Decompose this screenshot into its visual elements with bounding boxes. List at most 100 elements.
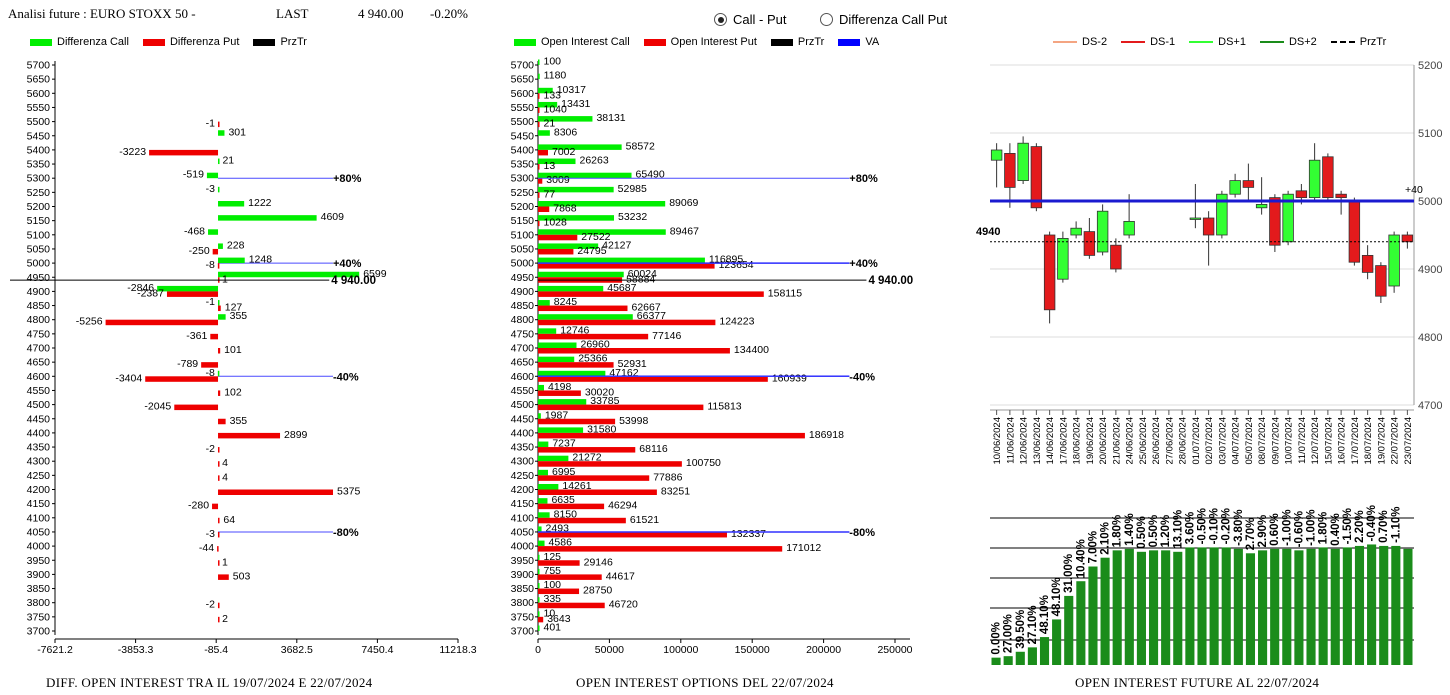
legend-right: DS-2 DS-1 DS+1 DS+2 PrzTr: [1053, 36, 1386, 48]
data-label: 4586: [549, 537, 573, 549]
x-tick-label: 25/06/2024: [1138, 417, 1149, 465]
future-bar: [1148, 550, 1159, 665]
candle-body: [1057, 237, 1069, 280]
reference-label: -80%: [849, 527, 875, 539]
bar-call: [538, 257, 705, 264]
bar-call: [218, 243, 223, 249]
bar-put: [538, 121, 540, 128]
y-tick-label: 3900: [511, 569, 535, 581]
x-tick-label: 21/06/2024: [1111, 417, 1122, 465]
bar-call: [538, 314, 633, 320]
future-bar: [1330, 548, 1340, 665]
data-label: -8: [206, 259, 215, 271]
app-title: Analisi future : EURO STOXX 50 -: [8, 6, 196, 21]
data-label: 89069: [669, 197, 698, 209]
bar-call: [538, 554, 540, 561]
radio-diff-call-put[interactable]: Differenza Call Put: [820, 12, 947, 27]
reference-label: +40%: [333, 258, 362, 270]
bar-put: [538, 234, 578, 241]
future-bar: [1209, 547, 1219, 665]
data-label: 355: [230, 415, 248, 427]
bar-call: [538, 130, 550, 136]
data-label: -3: [206, 183, 215, 195]
data-label: 52985: [618, 183, 647, 195]
bar-call: [218, 201, 245, 207]
bar-put: [538, 93, 540, 99]
radio-call-put[interactable]: Call - Put: [714, 12, 786, 27]
future-bar: [1367, 544, 1377, 665]
bar-put: [145, 376, 219, 382]
data-label: 46720: [609, 599, 638, 611]
data-label: 127: [225, 302, 243, 314]
bar-put: [538, 206, 550, 212]
x-tick-label: -3853.3: [118, 644, 154, 656]
bar-put: [538, 404, 704, 411]
data-label: 33785: [590, 395, 619, 407]
x-tick-label: 22/07/2024: [1390, 417, 1401, 465]
y-tick-label: 4200: [511, 484, 535, 496]
y-tick-label: 4650: [27, 357, 51, 369]
candle-body: [1269, 197, 1281, 246]
x-tick-label: 150000: [735, 644, 770, 656]
data-label: 7002: [552, 146, 576, 158]
bar-call: [538, 427, 584, 433]
bar-put: [218, 475, 220, 481]
chart-open-interest-future: 0.00% 27.00% 39.50% 27.10% 48.10% 48.10%31.00…: [990, 505, 1414, 665]
y-tick-label: 4600: [27, 371, 51, 383]
bar-put: [218, 461, 220, 467]
bar-call: [538, 87, 553, 94]
y-tick-label: 4000: [511, 541, 535, 553]
y-tick-label: 4900: [27, 286, 51, 298]
reference-label: -40%: [849, 371, 875, 383]
bar-call: [538, 399, 587, 405]
data-label: 53998: [619, 415, 648, 427]
data-label: -3223: [119, 146, 146, 158]
chart-diff-open-interest: 5700 5650 5600 5550 5500 5450 5400 5350 5300 5250…: [10, 60, 477, 656]
x-tick-label: 13/06/2024: [1032, 417, 1043, 465]
bar-put: [538, 546, 783, 552]
bar-put: [538, 291, 764, 297]
y-tick-label: 4700: [511, 343, 535, 355]
radio-unselected-icon[interactable]: [820, 13, 833, 26]
candle-body: [1322, 156, 1334, 199]
y-tick-label: 4050: [27, 526, 51, 538]
future-bar: [1124, 548, 1134, 665]
bar-call: [208, 229, 219, 235]
radio-selected-icon[interactable]: [714, 13, 727, 26]
candle-body: [1308, 159, 1321, 198]
y-tick-label: 5100: [27, 229, 51, 241]
data-label: 26263: [580, 155, 609, 167]
data-label: -789: [177, 358, 198, 370]
data-label: 132337: [731, 528, 766, 540]
data-label: 123654: [719, 259, 754, 271]
bar-call: [538, 484, 559, 490]
future-bar: [1161, 550, 1171, 665]
candle-body: [1216, 193, 1228, 236]
future-bar: [1258, 550, 1268, 665]
y-tick-label: 4850: [27, 300, 51, 312]
data-label: -2045: [144, 401, 171, 413]
bar-call: [217, 186, 220, 193]
data-label: 89467: [670, 225, 699, 237]
bar-put: [201, 362, 219, 368]
data-label: 27522: [581, 231, 610, 243]
data-label: 58884: [626, 273, 655, 285]
bar-call: [538, 384, 544, 391]
data-label: 2: [222, 613, 228, 625]
y-tick-label: 3900: [27, 569, 51, 581]
bar-label: -1.00%: [1281, 509, 1293, 545]
y-tick-label: 5650: [511, 74, 535, 86]
bar-label: 3.60%: [1184, 512, 1196, 545]
x-tick-label: 19/07/2024: [1376, 417, 1387, 465]
x-tick-label: 02/07/2024: [1204, 417, 1215, 465]
bar-call: [538, 116, 593, 122]
bar-put: [538, 503, 605, 510]
x-tick-label: -85.4: [204, 644, 228, 656]
bar-label: 1.80%: [1112, 515, 1124, 548]
last-change: -0.20%: [430, 6, 468, 21]
bar-label: -1.10%: [1390, 506, 1402, 542]
y-tick-label: 5500: [27, 116, 51, 128]
data-label: 42127: [602, 239, 631, 251]
radio-call-put-label: Call - Put: [733, 12, 787, 27]
future-bar: [1003, 656, 1013, 665]
